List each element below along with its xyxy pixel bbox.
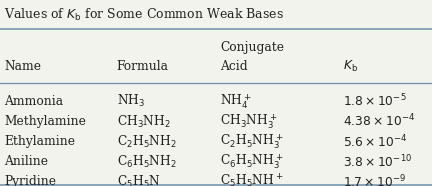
- Text: Formula: Formula: [117, 60, 168, 73]
- Text: Aniline: Aniline: [4, 155, 48, 168]
- Text: Values of $K_\mathrm{b}$ for Some Common Weak Bases: Values of $K_\mathrm{b}$ for Some Common…: [4, 7, 284, 23]
- Text: C$_2$H$_5$NH$_3^+$: C$_2$H$_5$NH$_3^+$: [220, 132, 284, 151]
- Text: C$_5$H$_5$NH$^+$: C$_5$H$_5$NH$^+$: [220, 173, 284, 186]
- Text: $4.38 \times 10^{-4}$: $4.38 \times 10^{-4}$: [343, 113, 416, 130]
- Text: C$_6$H$_5$NH$_3^+$: C$_6$H$_5$NH$_3^+$: [220, 152, 284, 171]
- Text: $1.7 \times 10^{-9}$: $1.7 \times 10^{-9}$: [343, 173, 407, 186]
- Text: CH$_3$NH$_3^+$: CH$_3$NH$_3^+$: [220, 112, 278, 131]
- Text: $5.6 \times 10^{-4}$: $5.6 \times 10^{-4}$: [343, 133, 408, 150]
- Text: Ammonia: Ammonia: [4, 95, 64, 108]
- Text: Conjugate: Conjugate: [220, 41, 284, 54]
- Text: NH$_3$: NH$_3$: [117, 93, 145, 109]
- Text: $1.8 \times 10^{-5}$: $1.8 \times 10^{-5}$: [343, 93, 407, 110]
- Text: $K_\mathrm{b}$: $K_\mathrm{b}$: [343, 58, 359, 74]
- Text: C$_6$H$_5$NH$_2$: C$_6$H$_5$NH$_2$: [117, 154, 177, 170]
- Text: Methylamine: Methylamine: [4, 115, 86, 128]
- Text: C$_2$H$_5$NH$_2$: C$_2$H$_5$NH$_2$: [117, 134, 177, 150]
- Text: C$_5$H$_5$N: C$_5$H$_5$N: [117, 174, 161, 186]
- Text: Acid: Acid: [220, 60, 248, 73]
- Text: Name: Name: [4, 60, 41, 73]
- Text: Pyridine: Pyridine: [4, 175, 56, 186]
- Text: NH$_4^+$: NH$_4^+$: [220, 92, 252, 111]
- Text: Ethylamine: Ethylamine: [4, 135, 75, 148]
- Text: $3.8 \times 10^{-10}$: $3.8 \times 10^{-10}$: [343, 153, 413, 170]
- Text: CH$_3$NH$_2$: CH$_3$NH$_2$: [117, 113, 171, 129]
